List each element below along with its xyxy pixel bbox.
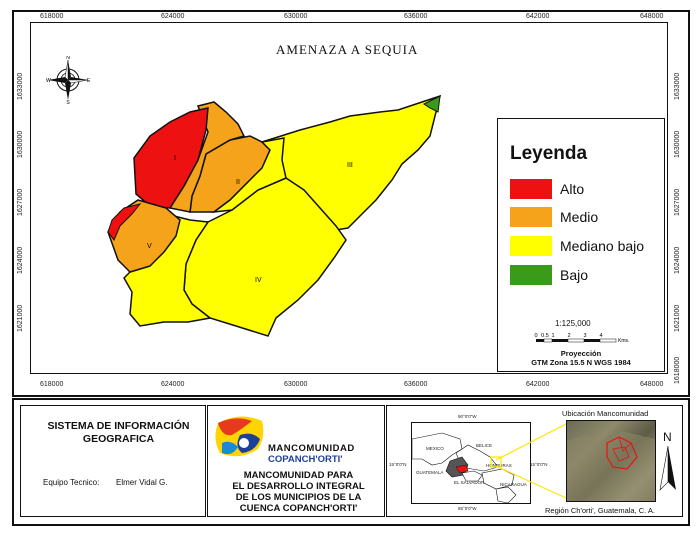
legend-item: Bajo <box>510 265 588 285</box>
inset-country-label: GUATEMALA <box>416 470 444 475</box>
inset-country-label: BELICE <box>476 443 493 448</box>
sig-title: SISTEMA DE INFORMACIÓN GEOGRAFICA <box>26 420 211 446</box>
ubicacion-relief-map <box>566 420 656 502</box>
legend-label: Mediano bajo <box>560 238 645 254</box>
x-tick-top: 630000 <box>284 13 308 20</box>
desc-line: DE LOS MUNICIPIOS DE LA <box>235 492 362 503</box>
legend-swatch-alto <box>510 179 552 199</box>
sig-title-line1: SISTEMA DE INFORMACIÓN <box>47 420 190 432</box>
x-tick-top: 618000 <box>40 13 64 20</box>
x-tick-top: 636000 <box>404 13 428 20</box>
projection-title: Proyección <box>560 349 602 358</box>
equipo-label: Equipo Tecnico: <box>43 478 100 487</box>
desc-line: EL DESARROLLO INTEGRAL <box>232 481 365 492</box>
svg-text:2: 2 <box>567 333 570 339</box>
compass-s: S <box>66 100 70 104</box>
region-caption: Región Ch'orti', Guatemala, C. A. <box>545 506 655 515</box>
legend-item: Mediano bajo <box>510 236 644 256</box>
legend-swatch-bajo <box>510 265 552 285</box>
inset-coord: 85°0'0"W <box>458 506 477 511</box>
legend-label: Medio <box>560 209 599 225</box>
mancomunidad-description: MANCOMUNIDAD PARA EL DESARROLLO INTEGRAL… <box>216 470 381 514</box>
inset-coord: 90°0'0"W <box>458 414 477 419</box>
equipo-name: Elmer Vidal G. <box>116 478 168 487</box>
ubicacion-north-label: N <box>663 430 672 444</box>
x-tick-top: 624000 <box>161 13 185 20</box>
svg-text:0: 0 <box>534 333 537 339</box>
x-tick-top: 642000 <box>526 13 550 20</box>
region-label-iii: III <box>347 162 353 169</box>
inset-country-label: NICARAGUA <box>500 482 527 487</box>
inset-country-label: MEXICO <box>426 446 444 451</box>
compass-rose-icon: N S W E <box>46 56 91 104</box>
projection-text: GTM Zona 15.5 N WGS 1984 <box>531 358 631 367</box>
x-tick-bottom: 642000 <box>526 381 550 388</box>
footer-frame <box>12 398 690 526</box>
map-title: AMENAZA A SEQUIA <box>276 42 419 57</box>
region-v-red <box>107 203 142 241</box>
compass-n: N <box>66 56 70 61</box>
x-tick-bottom: 624000 <box>161 381 185 388</box>
sig-title-line2: GEOGRAFICA <box>82 433 155 445</box>
scale-ratio: 1:125,000 <box>555 319 591 328</box>
legend-swatch-mediano-bajo <box>510 236 552 256</box>
svg-text:1: 1 <box>551 333 554 339</box>
svg-text:0.5: 0.5 <box>541 333 549 339</box>
svg-text:4: 4 <box>599 333 602 339</box>
drought-threat-map: I II III IV V <box>107 94 442 337</box>
compass-w: W <box>46 78 51 84</box>
legend-label: Alto <box>560 181 585 197</box>
legend-item: Medio <box>510 207 598 227</box>
svg-text:3: 3 <box>583 333 586 339</box>
inset-country-label: EL SALVADOR <box>454 480 485 485</box>
legend-item: Alto <box>510 179 584 199</box>
inset-country-label: HONDURAS <box>486 463 512 468</box>
compass-e: E <box>87 78 91 84</box>
inset-coord: 15°0'0"N <box>389 462 407 467</box>
region-label-ii: II <box>236 179 240 186</box>
central-america-inset <box>411 422 531 504</box>
mancomunidad-logo-icon <box>215 416 264 457</box>
sig-box <box>20 405 206 517</box>
x-tick-bottom: 648000 <box>640 381 664 388</box>
region-label-iv: IV <box>255 277 262 284</box>
legend-label: Bajo <box>560 267 589 283</box>
x-tick-bottom: 630000 <box>284 381 308 388</box>
map-frame <box>12 10 690 397</box>
region-label-v: V <box>147 243 152 250</box>
logo-line1: MANCOMUNIDAD <box>268 443 355 454</box>
ubicacion-title: Ubicación Mancomunidad <box>562 409 649 418</box>
logo-line2: COPANCH'ORTI' <box>268 454 343 465</box>
x-tick-bottom: 618000 <box>40 381 64 388</box>
legend-title: Leyenda <box>510 143 588 164</box>
desc-line: MANCOMUNIDAD PARA <box>243 470 354 481</box>
region-label-i: I <box>174 155 176 162</box>
svg-text:Kms.: Kms. <box>618 338 629 344</box>
region-ii-yellow <box>211 137 287 214</box>
map-legend: Leyenda Alto Medio Mediano bajo Bajo 1:1… <box>497 118 665 372</box>
x-tick-top: 648000 <box>640 13 664 20</box>
legend-swatch-medio <box>510 207 552 227</box>
map-inner-frame <box>30 22 668 374</box>
scale-bar: 0 0.5 1 2 3 4 Kms. <box>534 333 629 344</box>
north-arrow-icon <box>659 446 676 491</box>
desc-line: CUENCA COPANCH'ORTI' <box>239 503 358 514</box>
inset-coord: 15°0'0"N <box>530 462 548 467</box>
region-bajo-green <box>423 95 441 113</box>
x-tick-bottom: 636000 <box>404 381 428 388</box>
